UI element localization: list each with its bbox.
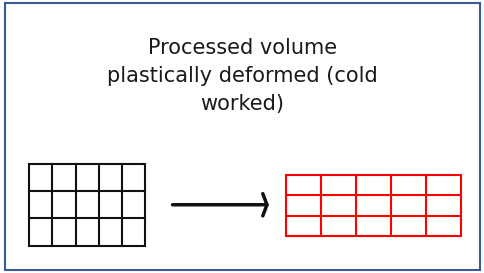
- Text: Processed volume
plastically deformed (cold
worked): Processed volume plastically deformed (c…: [107, 38, 377, 114]
- Bar: [29, 164, 145, 246]
- Bar: [286, 175, 460, 236]
